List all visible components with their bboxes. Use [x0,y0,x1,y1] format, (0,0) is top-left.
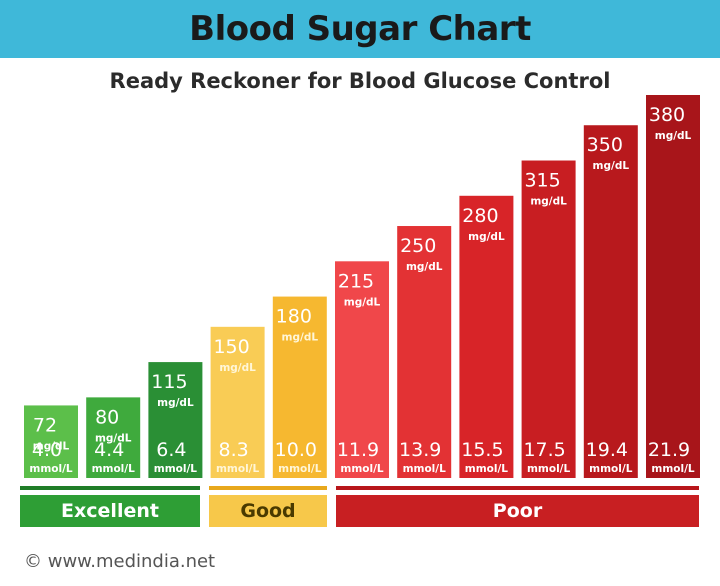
range-box-excellent [20,495,200,527]
bar-unit-mmol-150: mmol/L [216,463,260,475]
bar-unit-mmol-315: mmol/L [527,463,571,475]
bar-unit-mmol-215: mmol/L [340,463,384,475]
bar-unit-mgdl-280: mg/dL [468,231,505,243]
bar-unit-mgdl-315: mg/dL [530,196,567,208]
bar-unit-mmol-280: mmol/L [465,463,509,475]
bar-label-mgdl-115: 115 [151,371,187,393]
bar-label-mmol-80: 4.4 [94,439,124,461]
title-bar [0,0,720,58]
bar-label-mgdl-215: 215 [338,270,374,292]
bar-label-mmol-250: 13.9 [399,439,441,461]
range-box-good [209,495,327,527]
bar-label-mmol-115: 6.4 [156,439,186,461]
bar-215 [335,261,389,478]
bar-label-mgdl-250: 250 [400,235,436,257]
range-line-excellent [20,486,200,490]
bar-label-mmol-180: 10.0 [275,439,317,461]
bar-label-mgdl-350: 350 [587,134,623,156]
range-line-good [209,486,327,490]
bar-unit-mgdl-115: mg/dL [157,397,194,409]
bar-label-mgdl-72: 72 [33,414,57,436]
bar-unit-mgdl-350: mg/dL [593,160,630,172]
bar-label-mmol-72: 4.0 [32,439,62,461]
bar-unit-mgdl-250: mg/dL [406,261,443,273]
bar-label-mgdl-80: 80 [95,406,119,428]
range-box-poor [336,495,699,527]
bar-115 [148,362,203,478]
bar-label-mmol-150: 8.3 [218,439,248,461]
bar-label-mgdl-180: 180 [276,306,312,328]
bar-unit-mmol-250: mmol/L [403,463,447,475]
bar-label-mmol-315: 17.5 [523,439,565,461]
bar-unit-mmol-72: mmol/L [29,463,73,475]
bar-label-mgdl-150: 150 [213,336,249,358]
bar-350 [583,125,638,478]
bar-80 [86,397,141,478]
bar-label-mgdl-280: 280 [462,205,498,227]
copyright-text: © www.medindia.net [24,551,216,572]
bar-label-mmol-350: 19.4 [586,439,628,461]
bar-label-mgdl-380: 380 [649,104,685,126]
chart-title: Blood Sugar Chart [189,9,531,49]
bar-label-mmol-380: 21.9 [648,439,690,461]
bar-unit-mgdl-150: mg/dL [219,362,256,374]
range-line-poor [336,486,699,490]
chart-subtitle: Ready Reckoner for Blood Glucose Control [109,69,611,93]
bar-280 [459,195,514,478]
bar-label-mmol-280: 15.5 [461,439,503,461]
bar-label-mmol-215: 11.9 [337,439,379,461]
bar-unit-mmol-350: mmol/L [589,463,633,475]
bar-unit-mmol-180: mmol/L [278,463,322,475]
bar-label-mgdl-315: 315 [524,170,560,192]
bar-150 [210,326,265,478]
bar-250 [397,226,452,478]
bar-315 [521,160,576,478]
bar-unit-mmol-80: mmol/L [92,463,136,475]
bar-380 [646,95,700,478]
bar-180 [272,296,327,478]
bar-unit-mgdl-215: mg/dL [344,296,381,308]
bar-unit-mmol-115: mmol/L [154,463,198,475]
bar-unit-mmol-380: mmol/L [651,463,695,475]
bar-72 [24,405,78,478]
bar-unit-mgdl-80: mg/dL [95,432,132,444]
bar-unit-mgdl-72: mg/dL [33,440,70,452]
bar-unit-mgdl-380: mg/dL [655,130,692,142]
bar-unit-mgdl-180: mg/dL [282,332,319,344]
